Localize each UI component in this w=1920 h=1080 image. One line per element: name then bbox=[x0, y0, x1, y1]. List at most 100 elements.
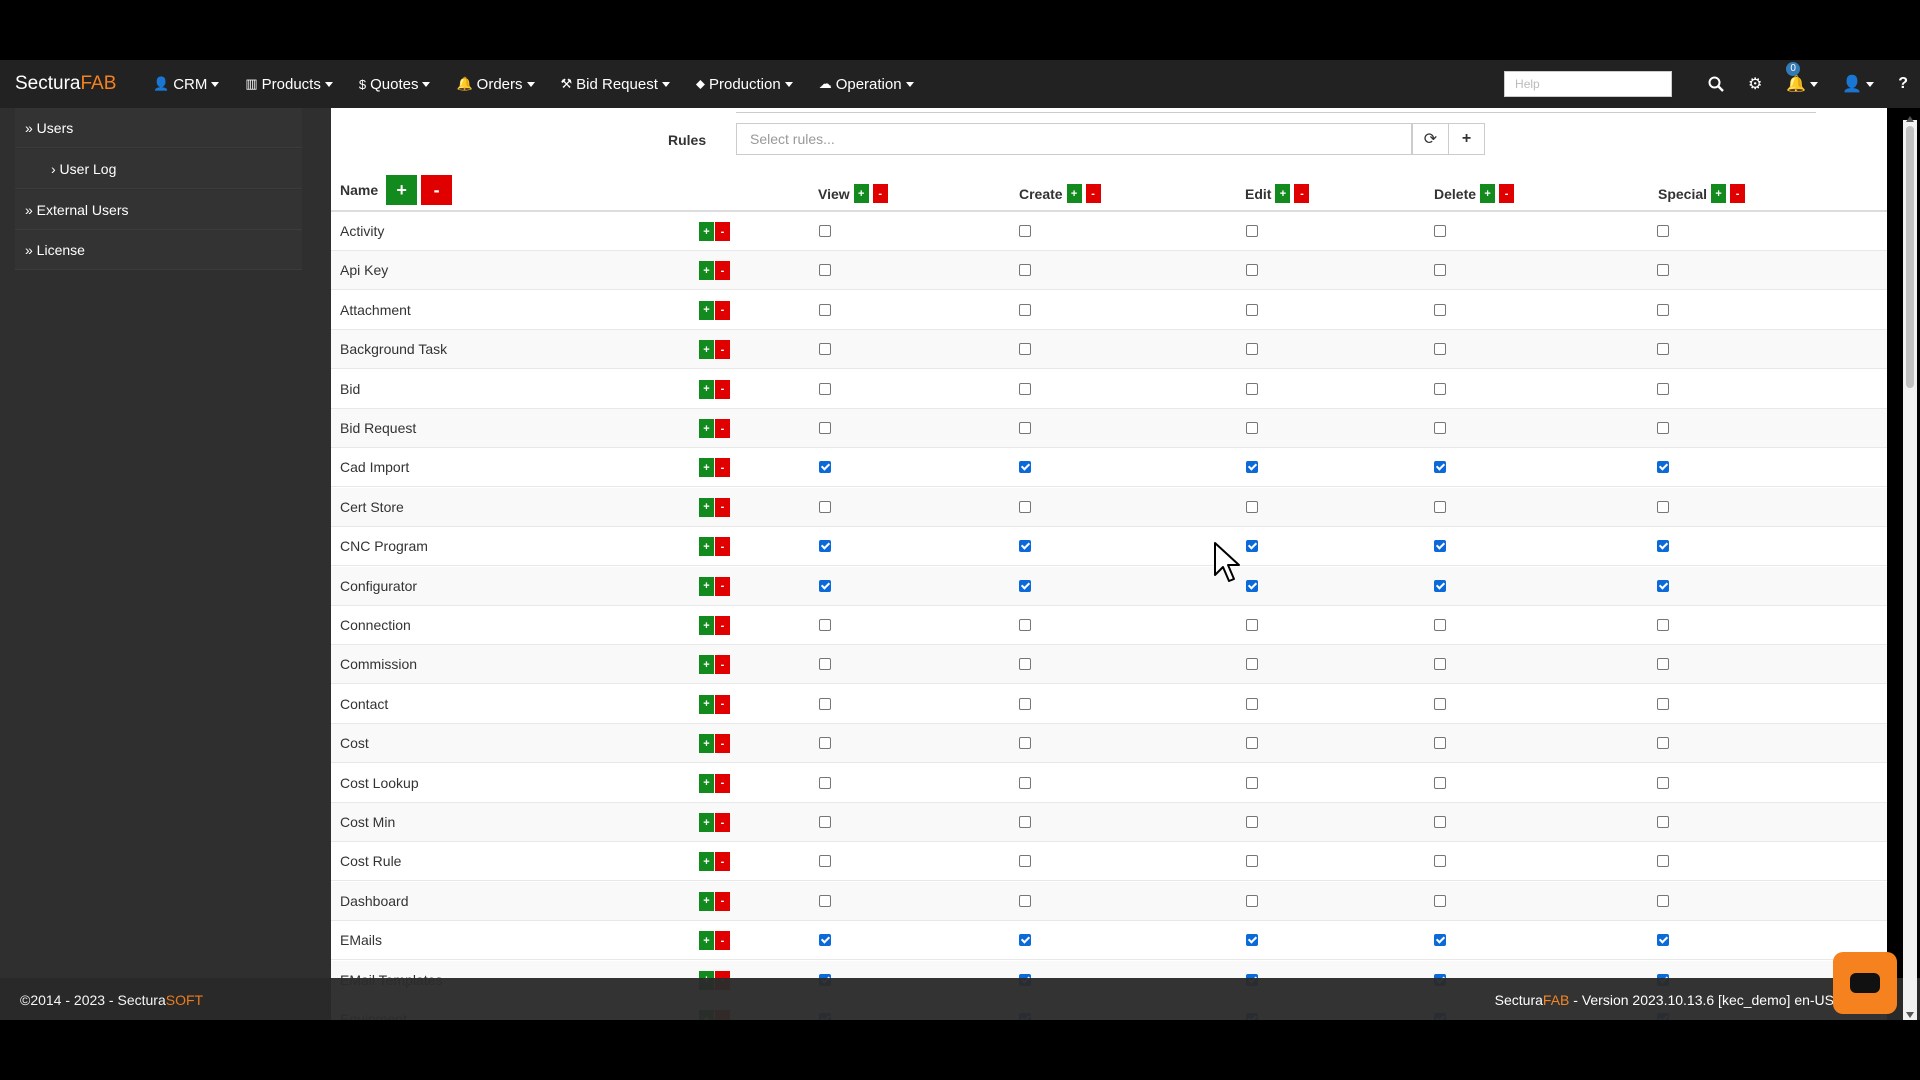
help-question-icon[interactable]: ? bbox=[1898, 75, 1908, 92]
row-uncheck-all-button[interactable]: - bbox=[715, 340, 730, 360]
view-checkbox[interactable] bbox=[819, 816, 831, 828]
delete-checkbox[interactable] bbox=[1434, 540, 1446, 553]
edit-checkbox[interactable] bbox=[1246, 461, 1258, 474]
edit-checkbox[interactable] bbox=[1246, 422, 1258, 434]
special-all-plus-button[interactable]: + bbox=[1711, 184, 1727, 203]
menu-production[interactable]: ⬥ Production bbox=[683, 76, 806, 93]
special-checkbox[interactable] bbox=[1657, 816, 1669, 828]
create-checkbox[interactable] bbox=[1019, 382, 1031, 395]
row-check-all-button[interactable]: + bbox=[699, 379, 714, 399]
create-checkbox[interactable] bbox=[1019, 579, 1031, 592]
create-checkbox[interactable] bbox=[1019, 264, 1031, 277]
special-all-minus-button[interactable]: - bbox=[1730, 184, 1746, 203]
edit-checkbox[interactable] bbox=[1246, 619, 1258, 631]
row-check-all-button[interactable]: + bbox=[699, 419, 714, 438]
view-checkbox[interactable] bbox=[819, 658, 831, 671]
special-checkbox[interactable] bbox=[1657, 422, 1669, 434]
special-checkbox[interactable] bbox=[1657, 658, 1669, 671]
delete-checkbox[interactable] bbox=[1434, 697, 1446, 710]
menu-products[interactable]: ▥ Products bbox=[232, 76, 346, 93]
row-check-all-button[interactable]: + bbox=[699, 813, 714, 832]
edit-checkbox[interactable] bbox=[1246, 303, 1258, 316]
create-all-plus-button[interactable]: + bbox=[1066, 184, 1082, 203]
row-check-all-button[interactable]: + bbox=[699, 931, 714, 951]
special-checkbox[interactable] bbox=[1657, 540, 1669, 553]
row-uncheck-all-button[interactable]: - bbox=[715, 419, 730, 438]
row-check-all-button[interactable]: + bbox=[699, 852, 714, 872]
sidebar-item-users[interactable]: » Users bbox=[15, 108, 302, 148]
row-uncheck-all-button[interactable]: - bbox=[715, 931, 730, 951]
view-checkbox[interactable] bbox=[819, 579, 831, 592]
special-checkbox[interactable] bbox=[1657, 500, 1669, 513]
row-check-all-button[interactable]: + bbox=[699, 891, 714, 911]
delete-checkbox[interactable] bbox=[1434, 816, 1446, 828]
delete-checkbox[interactable] bbox=[1434, 658, 1446, 671]
row-uncheck-all-button[interactable]: - bbox=[715, 694, 730, 714]
view-checkbox[interactable] bbox=[819, 303, 831, 316]
view-checkbox[interactable] bbox=[819, 894, 831, 907]
row-check-all-button[interactable]: + bbox=[699, 655, 714, 675]
row-uncheck-all-button[interactable]: - bbox=[715, 852, 730, 872]
row-uncheck-all-button[interactable]: - bbox=[715, 655, 730, 675]
view-checkbox[interactable] bbox=[819, 737, 831, 750]
delete-checkbox[interactable] bbox=[1434, 343, 1446, 356]
create-checkbox[interactable] bbox=[1019, 894, 1031, 907]
create-all-minus-button[interactable]: - bbox=[1085, 184, 1101, 203]
edit-checkbox[interactable] bbox=[1246, 855, 1258, 868]
row-check-all-button[interactable]: + bbox=[699, 616, 714, 635]
special-checkbox[interactable] bbox=[1657, 264, 1669, 277]
row-check-all-button[interactable]: + bbox=[699, 222, 714, 241]
special-checkbox[interactable] bbox=[1657, 619, 1669, 631]
view-all-plus-button[interactable]: + bbox=[853, 184, 869, 203]
refresh-rules-button[interactable]: ⟳ bbox=[1412, 123, 1449, 155]
add-all-button[interactable]: + bbox=[386, 175, 418, 205]
special-checkbox[interactable] bbox=[1657, 855, 1669, 868]
search-icon[interactable] bbox=[1696, 76, 1736, 92]
row-uncheck-all-button[interactable]: - bbox=[715, 576, 730, 596]
view-checkbox[interactable] bbox=[819, 619, 831, 631]
create-checkbox[interactable] bbox=[1019, 934, 1031, 947]
row-uncheck-all-button[interactable]: - bbox=[715, 497, 730, 517]
create-checkbox[interactable] bbox=[1019, 343, 1031, 356]
view-checkbox[interactable] bbox=[819, 540, 831, 553]
row-check-all-button[interactable]: + bbox=[699, 773, 714, 793]
chat-widget-button[interactable] bbox=[1833, 952, 1897, 1014]
edit-checkbox[interactable] bbox=[1246, 343, 1258, 356]
edit-checkbox[interactable] bbox=[1246, 816, 1258, 828]
edit-all-plus-button[interactable]: + bbox=[1275, 184, 1291, 203]
row-check-all-button[interactable]: + bbox=[699, 576, 714, 596]
row-uncheck-all-button[interactable]: - bbox=[715, 616, 730, 635]
delete-checkbox[interactable] bbox=[1434, 303, 1446, 316]
gear-icon[interactable]: ⚙ bbox=[1748, 76, 1763, 93]
delete-checkbox[interactable] bbox=[1434, 500, 1446, 513]
sidebar-item-license[interactable]: » License bbox=[15, 230, 302, 270]
edit-checkbox[interactable] bbox=[1246, 737, 1258, 750]
row-uncheck-all-button[interactable]: - bbox=[715, 773, 730, 793]
edit-all-minus-button[interactable]: - bbox=[1294, 184, 1310, 203]
delete-checkbox[interactable] bbox=[1434, 737, 1446, 750]
create-checkbox[interactable] bbox=[1019, 619, 1031, 631]
menu-orders[interactable]: 🔔 Orders bbox=[443, 76, 547, 93]
row-check-all-button[interactable]: + bbox=[699, 694, 714, 714]
row-uncheck-all-button[interactable]: - bbox=[715, 379, 730, 399]
view-checkbox[interactable] bbox=[819, 855, 831, 868]
view-checkbox[interactable] bbox=[819, 382, 831, 395]
create-checkbox[interactable] bbox=[1019, 658, 1031, 671]
edit-checkbox[interactable] bbox=[1246, 658, 1258, 671]
row-check-all-button[interactable]: + bbox=[699, 458, 714, 478]
row-check-all-button[interactable]: + bbox=[699, 497, 714, 517]
create-checkbox[interactable] bbox=[1019, 816, 1031, 828]
special-checkbox[interactable] bbox=[1657, 894, 1669, 907]
remove-all-button[interactable]: - bbox=[421, 175, 453, 205]
delete-checkbox[interactable] bbox=[1434, 579, 1446, 592]
row-uncheck-all-button[interactable]: - bbox=[715, 458, 730, 478]
delete-all-plus-button[interactable]: + bbox=[1480, 184, 1496, 203]
menu-quotes[interactable]: $ Quotes bbox=[346, 76, 444, 93]
view-checkbox[interactable] bbox=[819, 500, 831, 513]
special-checkbox[interactable] bbox=[1657, 303, 1669, 316]
delete-checkbox[interactable] bbox=[1434, 894, 1446, 907]
view-checkbox[interactable] bbox=[819, 697, 831, 710]
special-checkbox[interactable] bbox=[1657, 382, 1669, 395]
scroll-down-icon[interactable] bbox=[1906, 1012, 1914, 1018]
delete-checkbox[interactable] bbox=[1434, 619, 1446, 631]
